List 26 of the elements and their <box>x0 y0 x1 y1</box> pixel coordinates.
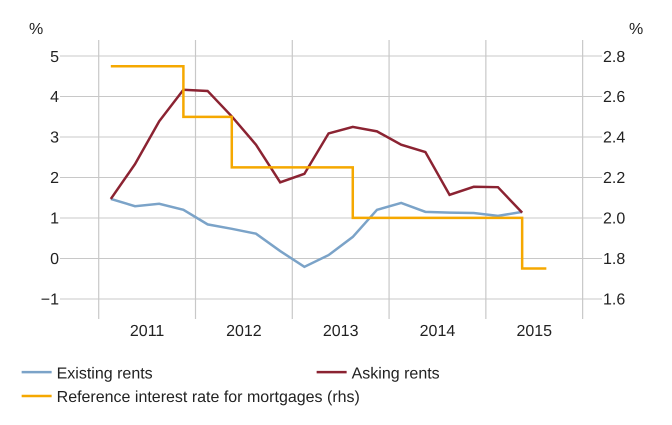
y2-tick-label: 1.8 <box>603 250 626 268</box>
y-tick-label: −1 <box>40 291 60 308</box>
y2-axis-title: % <box>629 21 644 38</box>
y2-tick-label: 2.2 <box>603 170 626 188</box>
y2-tick-label: 2.6 <box>603 89 626 106</box>
y-tick-label: 4 <box>50 89 60 106</box>
y-tick-label: 1 <box>50 210 60 228</box>
y-axis-title: % <box>29 21 44 38</box>
legend-label: Asking rents <box>352 365 440 382</box>
y-tick-label: 0 <box>50 250 60 268</box>
x-tick-label: 2012 <box>226 323 262 340</box>
y2-tick-label: 2.4 <box>603 130 626 147</box>
y-tick-label: 3 <box>50 130 60 147</box>
y-tick-label: 2 <box>50 170 60 188</box>
y2-tick-label: 2.0 <box>603 210 626 228</box>
legend-label: Existing rents <box>56 365 153 382</box>
y-tick-label: 5 <box>50 48 60 66</box>
y2-tick-label: 1.6 <box>603 291 626 308</box>
line-series <box>110 88 524 214</box>
x-tick-label: 2014 <box>420 323 456 340</box>
x-tick-label: 2013 <box>322 323 359 340</box>
line-series <box>110 198 524 268</box>
x-tick-label: 2011 <box>130 323 164 340</box>
legend-label: Reference interest rate for mortgages (rhs) <box>56 389 360 406</box>
y2-tick-label: 2.8 <box>603 48 626 66</box>
x-tick-label: 2015 <box>516 323 552 340</box>
